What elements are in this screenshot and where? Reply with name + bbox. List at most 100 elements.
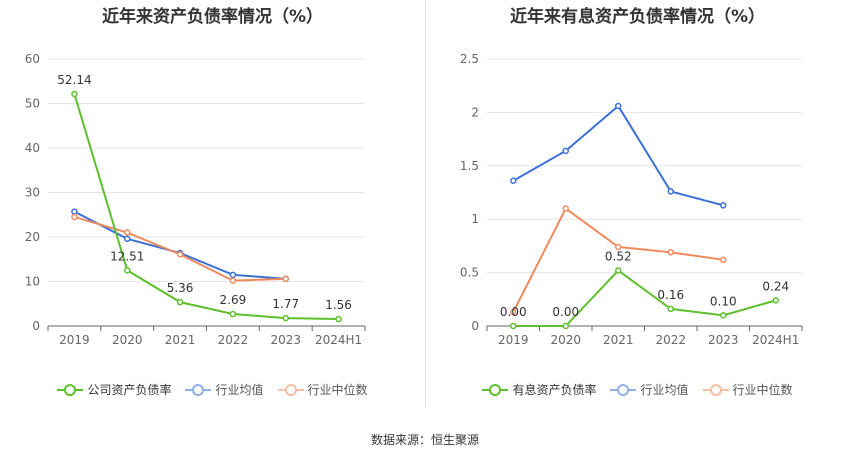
data-point (562, 147, 569, 155)
legend-label: 行业中位数 (307, 383, 368, 397)
legend-label: 行业中位数 (732, 383, 793, 397)
left-chart-panel: 近年来资产负债率情况（%） 0 10 20 30 40 50 60 2019 2020 2021 2… (0, 0, 425, 420)
data-point (229, 271, 237, 279)
data-point (510, 308, 517, 316)
data-point (71, 213, 78, 221)
right-chart-plot: 0 0.5 1 1.5 2 2.5 2019 2020 2021 2022 2023 2024H1 0.… (460, 52, 803, 347)
left-chart-plot: 0 10 20 30 40 50 60 2019 2020 2021 2022 2023 2024H1 5… (25, 52, 366, 347)
y-tick-label: 1 (471, 212, 479, 226)
data-label: 0.00 (552, 305, 579, 319)
legend-swatch (277, 383, 304, 396)
legend-swatch (185, 383, 212, 396)
x-tick-label: 2020 (550, 333, 581, 347)
data-point (229, 277, 237, 284)
data-point (772, 297, 779, 304)
legend-label: 行业均值 (640, 383, 689, 397)
x-tick-label: 2022 (218, 333, 249, 347)
legend-swatch (482, 383, 509, 396)
legend-swatch (610, 383, 637, 396)
legend-swatch (702, 383, 729, 396)
data-label: 0.52 (605, 249, 632, 263)
data-label: 0.10 (710, 294, 737, 308)
data-point (615, 243, 622, 251)
series-line (73, 93, 339, 321)
chart-title: 近年来有息资产负债率情况（%） (509, 7, 766, 27)
data-point (282, 275, 289, 283)
data-point (176, 298, 184, 306)
legend-label: 公司资产负债率 (87, 383, 172, 397)
data-label: 52.14 (57, 73, 91, 87)
data-label: 1.56 (325, 298, 352, 312)
y-tick-label: 30 (25, 186, 40, 200)
legend-item[interactable]: 行业均值 (185, 381, 264, 398)
y-tick-label: 0 (32, 319, 40, 333)
data-point (615, 102, 622, 110)
data-point (229, 310, 237, 318)
x-tick-label: 2024H1 (752, 333, 799, 347)
legend-item[interactable]: 行业中位数 (277, 381, 368, 398)
x-tick-label: 2020 (112, 333, 143, 347)
legend-item[interactable]: 有息资产负债率 (482, 381, 596, 398)
x-tick-label: 2024H1 (315, 333, 362, 347)
data-point (720, 256, 727, 264)
legend-item[interactable]: 行业中位数 (702, 381, 793, 398)
y-tick-label: 1.5 (460, 159, 479, 173)
data-point (176, 251, 184, 258)
legend-label: 行业均值 (215, 383, 264, 397)
data-label: 1.77 (272, 297, 299, 311)
x-tick-label: 2019 (59, 333, 90, 347)
left-chart-legend: 公司资产负债率 行业均值 行业中位数 (0, 381, 425, 398)
y-tick-label: 40 (25, 141, 40, 155)
y-tick-label: 2.5 (460, 52, 479, 66)
data-label: 0.16 (657, 288, 684, 302)
y-tick-label: 20 (25, 230, 40, 244)
data-point (282, 314, 289, 322)
data-label: 5.36 (167, 281, 194, 295)
data-point (71, 90, 78, 98)
data-point (510, 177, 517, 185)
series-line (73, 210, 286, 280)
series-line (513, 269, 777, 327)
series-line (512, 104, 724, 207)
x-tick-label: 2019 (498, 333, 529, 347)
data-point (720, 312, 727, 319)
data-point (720, 202, 727, 209)
data-point (124, 267, 131, 274)
data-point (667, 188, 674, 195)
x-tick-label: 2021 (165, 333, 196, 347)
x-tick-label: 2022 (655, 333, 686, 347)
data-point (562, 322, 569, 330)
y-tick-label: 0.5 (460, 266, 479, 280)
y-tick-label: 10 (25, 275, 40, 289)
right-chart-panel: 近年来有息资产负债率情况（%） 0 0.5 1 1.5 2 2.5 2019 2020 2021… (425, 0, 850, 420)
data-point (510, 322, 517, 330)
data-label: 0.00 (500, 305, 527, 319)
data-label: 12.51 (110, 249, 144, 263)
chart-title: 近年来资产负债率情况（%） (101, 7, 324, 27)
legend-label: 有息资产负债率 (512, 383, 597, 397)
y-tick-label: 0 (471, 319, 479, 333)
data-point (124, 235, 131, 243)
data-point (124, 229, 131, 236)
data-point (562, 205, 569, 212)
legend-item[interactable]: 公司资产负债率 (57, 381, 171, 398)
right-chart-legend: 有息资产负债率 行业均值 行业中位数 (425, 381, 850, 398)
legend-item[interactable]: 行业均值 (610, 381, 689, 398)
y-tick-label: 60 (25, 52, 40, 66)
data-point (615, 267, 622, 274)
x-tick-label: 2023 (708, 333, 739, 347)
data-point (667, 249, 674, 256)
x-tick-label: 2023 (270, 333, 301, 347)
legend-swatch (57, 383, 84, 396)
x-tick-label: 2021 (603, 333, 634, 347)
y-tick-label: 50 (25, 97, 40, 111)
data-label: 0.24 (762, 279, 789, 293)
y-tick-label: 2 (471, 105, 479, 119)
data-point (667, 305, 674, 313)
data-point (335, 315, 342, 323)
data-label: 2.69 (220, 293, 247, 307)
data-source-note: 数据来源：恒生聚源 (370, 433, 479, 447)
data-point (71, 208, 78, 215)
series-line (74, 216, 286, 282)
panel-divider (425, 0, 426, 408)
